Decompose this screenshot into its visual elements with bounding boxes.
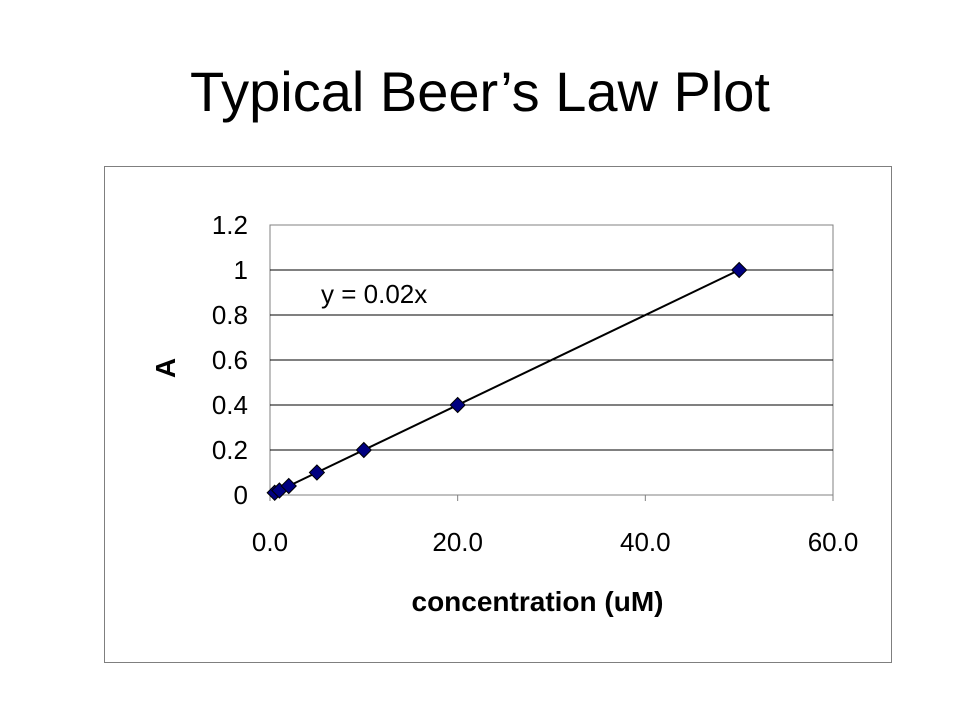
x-tick-label: 0.0 (252, 527, 288, 557)
x-tick-label: 40.0 (620, 527, 671, 557)
data-point (280, 477, 297, 495)
y-tick-label: 0.8 (212, 300, 248, 330)
slide-title: Typical Beer’s Law Plot (190, 60, 770, 123)
data-point (308, 464, 326, 481)
y-tick-label: 0.6 (212, 345, 248, 375)
y-tick-label: 0 (234, 480, 248, 510)
y-axis-label: A (150, 358, 181, 378)
y-tick-label: 0.4 (212, 390, 248, 420)
trendline-equation: y = 0.02x (321, 279, 427, 309)
data-point (355, 441, 373, 459)
x-tick-label: 60.0 (808, 527, 859, 557)
x-axis-label: concentration (uM) (412, 586, 664, 617)
beers-law-chart: 0 0.2 0.4 0.6 0.8 1 1.2 0.0 20.0 40.0 60.0 y = 0.… (150, 210, 859, 617)
data-point (449, 396, 466, 414)
y-tick-label: 1 (234, 255, 248, 285)
trendline (274, 269, 740, 494)
y-tick-label: 0.2 (212, 435, 248, 465)
y-tick-label: 1.2 (212, 210, 248, 240)
x-tick-label: 20.0 (432, 527, 483, 557)
data-point (730, 261, 748, 279)
chart-frame: 0 0.2 0.4 0.6 0.8 1 1.2 0.0 20.0 40.0 60.0 y = 0.… (104, 166, 892, 663)
